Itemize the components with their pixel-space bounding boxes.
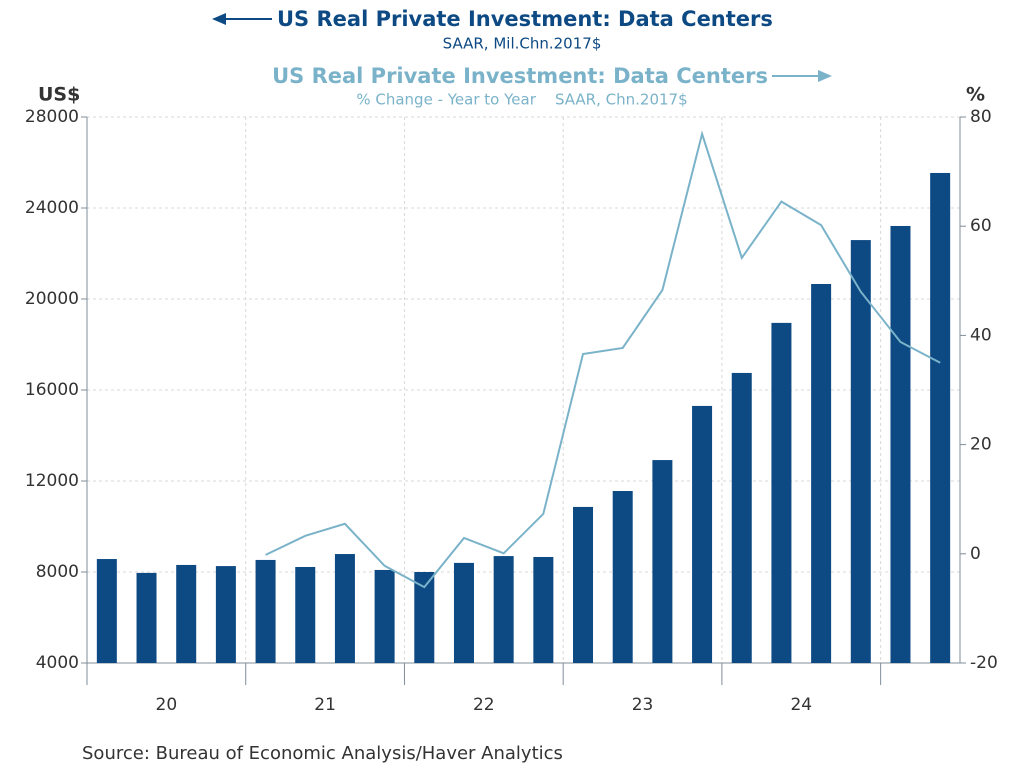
y2-tick-label: 40 — [970, 325, 992, 345]
bar — [295, 566, 316, 663]
bar — [612, 491, 633, 663]
y-tick-label: 20000 — [25, 289, 79, 309]
bar — [652, 460, 673, 663]
y-tick-label: 24000 — [25, 198, 79, 218]
legend-subtitle: % Change - Year to Year SAAR, Chn.2017$ — [356, 91, 687, 109]
bar — [692, 405, 713, 663]
bar — [453, 562, 474, 663]
legend-title: US Real Private Investment: Data Centers — [272, 64, 768, 88]
bar — [811, 283, 832, 663]
bar — [771, 322, 792, 663]
y-tick-label: 16000 — [25, 380, 79, 400]
y2-tick-label: 0 — [970, 544, 981, 564]
source: Source: Bureau of Economic Analysis/Have… — [82, 743, 563, 764]
bar — [850, 240, 871, 663]
legend-arrowhead — [818, 70, 832, 82]
bar — [731, 372, 752, 663]
y2-tick-label: -20 — [970, 653, 998, 673]
bar — [334, 554, 355, 663]
bar — [414, 572, 435, 663]
x-tick-label: 22 — [473, 695, 495, 715]
x-tick-label: 20 — [156, 695, 178, 715]
bar — [890, 225, 911, 663]
y2-tick-label: 80 — [970, 107, 992, 127]
y-tick-label: 8000 — [36, 562, 79, 582]
bar — [573, 506, 594, 663]
bar — [176, 564, 197, 663]
legend: US Real Private Investment: Data Centers… — [212, 7, 832, 109]
y-axis-label: US$ — [38, 84, 80, 106]
bar — [255, 559, 276, 663]
y-tick-label: 4000 — [36, 653, 79, 673]
bar — [215, 566, 236, 663]
y2-axis-label: % — [966, 84, 985, 106]
legend-arrowhead — [212, 13, 226, 25]
line — [265, 130, 941, 589]
y2-tick-label: 60 — [970, 216, 992, 236]
bar — [96, 559, 117, 663]
x-tick-label: 21 — [314, 695, 336, 715]
legend-title: US Real Private Investment: Data Centers — [277, 7, 773, 31]
y2-tick-label: 20 — [970, 435, 992, 455]
y-tick-label: 12000 — [25, 471, 79, 491]
bar — [374, 569, 395, 663]
bar — [533, 556, 554, 663]
x-tick-label: 24 — [790, 695, 812, 715]
x-tick-label: 23 — [632, 695, 654, 715]
bar — [930, 172, 951, 663]
y-tick-label: 28000 — [25, 107, 79, 127]
bar — [493, 556, 514, 663]
bar — [136, 572, 157, 663]
legend-subtitle: SAAR, Mil.Chn.2017$ — [443, 35, 602, 53]
